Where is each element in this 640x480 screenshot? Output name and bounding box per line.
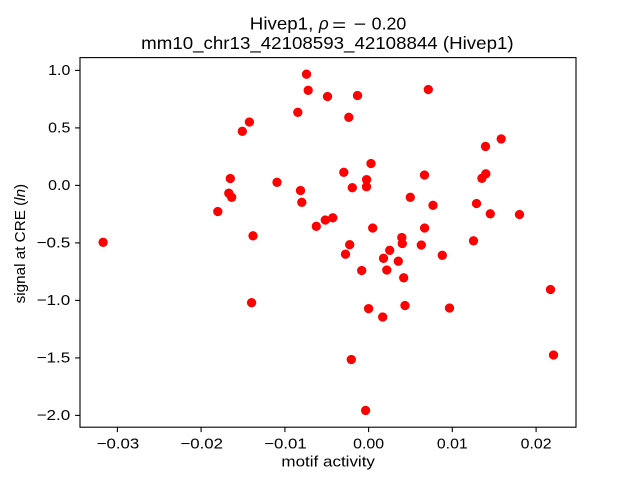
svg-text:0.20: 0.20 <box>372 13 407 33</box>
svg-text:Hivep1,: Hivep1, <box>250 13 313 33</box>
svg-text:−2.0: −2.0 <box>37 408 71 424</box>
svg-text:−0.01: −0.01 <box>264 436 307 452</box>
svg-text:−1.5: −1.5 <box>37 351 71 367</box>
svg-text:0.5: 0.5 <box>48 121 70 137</box>
svg-text:−1.0: −1.0 <box>37 293 71 309</box>
svg-text:0.01: 0.01 <box>437 436 468 452</box>
svg-text:signal at CRE (ln): signal at CRE (ln) <box>13 184 29 304</box>
svg-text:−0.02: −0.02 <box>180 436 223 452</box>
svg-text:0.02: 0.02 <box>521 436 552 452</box>
svg-text:ρ: ρ <box>318 13 329 33</box>
svg-text:1.0: 1.0 <box>48 63 70 79</box>
svg-text:−: − <box>354 15 367 35</box>
svg-text:0.0: 0.0 <box>48 178 70 194</box>
svg-text:−0.03: −0.03 <box>97 436 140 452</box>
svg-text:=: = <box>332 16 346 35</box>
svg-text:0.00: 0.00 <box>353 436 384 452</box>
svg-text:motif activity: motif activity <box>281 455 375 471</box>
svg-text:mm10_chr13_42108593_42108844 (: mm10_chr13_42108593_42108844 (Hivep1) <box>141 33 514 54</box>
svg-text:−0.5: −0.5 <box>37 236 71 252</box>
